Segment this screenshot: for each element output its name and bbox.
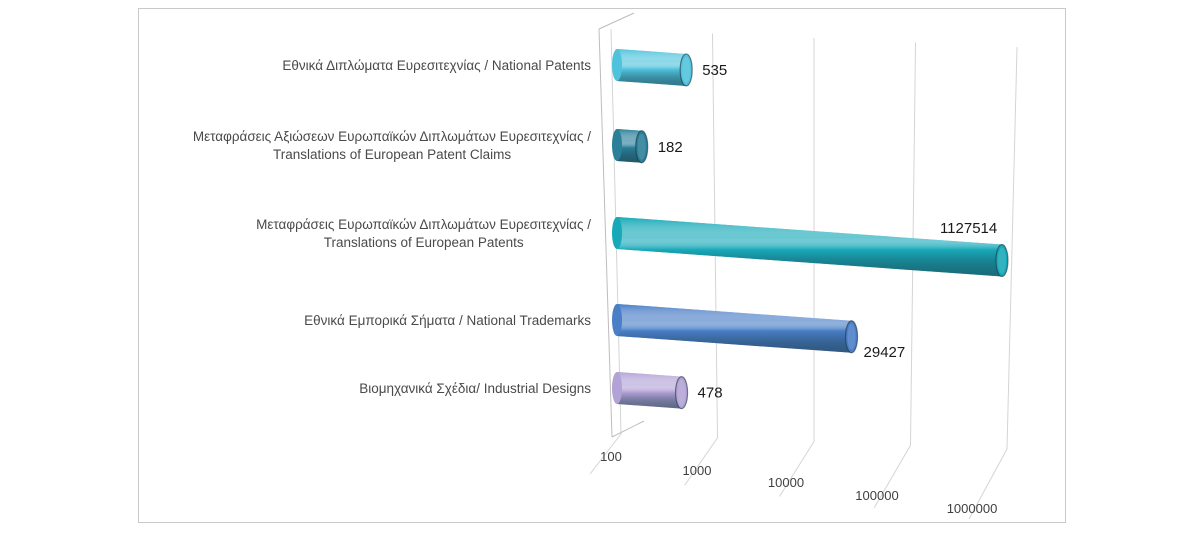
bar-end-cap <box>844 320 859 354</box>
bar-end-highlight <box>997 247 1006 274</box>
chart-frame: 100 1000 10000 100000 1000000 Εθνικά Διπλώμα… <box>138 8 1066 523</box>
bar-value-label: 478 <box>698 385 723 402</box>
bar-left-cap <box>612 217 622 249</box>
bar-end-highlight <box>677 379 686 406</box>
wall-edge <box>598 28 613 438</box>
bars <box>612 49 1009 410</box>
wall-edge <box>611 420 645 438</box>
bar-value-label: 1127514 <box>940 220 997 237</box>
x-axis-ticks: 100 1000 10000 100000 1000000 <box>600 449 997 516</box>
category-label: Μεταφράσεις Αξιώσεων Ευρωπαϊκών Διπλωμάτ… <box>193 129 591 144</box>
gridline <box>684 437 718 486</box>
bar-end-highlight <box>637 133 646 160</box>
bar-end-highlight <box>682 56 691 83</box>
gridline <box>779 441 815 497</box>
bar-end-cap <box>674 376 689 410</box>
category-labels: Εθνικά Διπλώματα Ευρεσιτεχνίας / Nationa… <box>193 58 591 396</box>
bar-left-cap <box>612 129 622 161</box>
bar-end-cap <box>635 130 649 164</box>
bar-left-cap <box>612 49 622 81</box>
x-tick-label: 100000 <box>855 488 898 503</box>
bar-chart: 100 1000 10000 100000 1000000 Εθνικά Διπλώμα… <box>193 12 1018 520</box>
gridline <box>873 444 911 509</box>
bar-end-highlight <box>847 323 856 350</box>
gridline <box>589 433 622 475</box>
bar-left-cap <box>612 372 622 404</box>
wall-edge <box>598 12 635 30</box>
category-label: Translations of European Patents <box>324 235 524 250</box>
x-tick-label: 100 <box>600 449 622 464</box>
bar-value-label: 535 <box>702 62 727 79</box>
gridline <box>1006 46 1018 450</box>
bar <box>612 304 859 354</box>
x-tick-label: 10000 <box>768 475 804 490</box>
bar-shine <box>617 217 1002 277</box>
category-label: Translations of European Patent Claims <box>273 147 511 162</box>
category-label: Εθνικά Εμπορικά Σήματα / National Tradem… <box>304 313 591 328</box>
bar <box>612 372 689 410</box>
bar-left-cap <box>612 304 622 336</box>
bar-end-cap <box>679 53 693 87</box>
bar <box>612 129 649 164</box>
value-labels: 535 182 1127514 29427 478 <box>658 62 998 402</box>
category-label: Βιομηχανικά Σχέδια/ Industrial Designs <box>359 381 591 396</box>
bar-shine <box>617 129 642 163</box>
bar-value-label: 182 <box>658 139 683 156</box>
gridline <box>968 448 1008 520</box>
category-label: Μεταφράσεις Ευρωπαϊκών Διπλωμάτων Ευρεσι… <box>256 217 591 232</box>
bar-shine <box>617 304 852 353</box>
bar-value-label: 29427 <box>864 344 906 361</box>
bar-shine <box>617 49 687 86</box>
x-tick-label: 1000 <box>683 463 712 478</box>
bar-shine <box>617 372 682 409</box>
bar <box>612 49 693 87</box>
bar <box>612 217 1009 278</box>
bar-end-cap <box>995 243 1009 278</box>
category-label: Εθνικά Διπλώματα Ευρεσιτεχνίας / Nationa… <box>282 58 591 73</box>
x-tick-label: 1000000 <box>947 501 998 516</box>
